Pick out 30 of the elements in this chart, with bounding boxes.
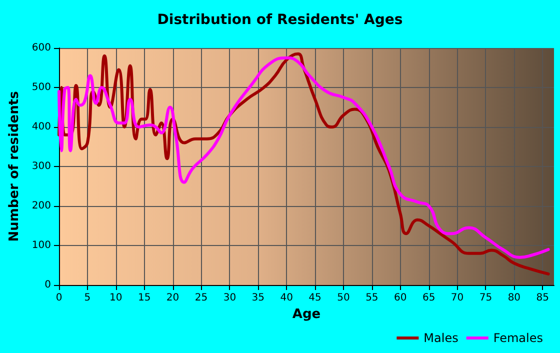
y-axis-title: Number of residents <box>7 90 22 242</box>
x-tick-label: 0 <box>56 292 62 304</box>
legend-label: Females <box>493 331 543 345</box>
x-tick-label: 60 <box>394 292 407 304</box>
x-tick-label: 15 <box>138 292 151 304</box>
x-tick-label: 35 <box>252 292 265 304</box>
y-tick-label: 500 <box>32 82 51 93</box>
x-tick-label: 25 <box>194 292 208 304</box>
x-tick-label: 50 <box>337 292 350 304</box>
x-axis-title: Age <box>292 306 321 322</box>
x-tick-label: 10 <box>110 292 122 304</box>
x-tick-label: 85 <box>536 292 549 304</box>
y-tick-label: 100 <box>32 240 51 251</box>
x-tick-label: 70 <box>450 292 464 304</box>
x-tick-label: 30 <box>223 292 236 304</box>
y-tick-label: 400 <box>32 122 51 132</box>
x-tick-label: 65 <box>422 292 436 304</box>
y-tick-label: 300 <box>32 161 51 172</box>
y-tick-label: 200 <box>32 200 51 212</box>
legend-label: Males <box>424 331 458 345</box>
x-tick-label: 20 <box>166 292 180 304</box>
x-tick-label: 5 <box>84 292 91 304</box>
y-tick-label: 0 <box>44 280 51 290</box>
x-tick-label: 75 <box>479 292 492 304</box>
y-tick-label: 600 <box>32 42 51 54</box>
x-tick-label: 40 <box>280 292 293 304</box>
x-tick-label: 55 <box>366 292 378 304</box>
x-tick-label: 80 <box>508 292 521 304</box>
chart-title: Distribution of Residents' Ages <box>157 12 403 28</box>
x-tick-label: 45 <box>308 292 322 304</box>
